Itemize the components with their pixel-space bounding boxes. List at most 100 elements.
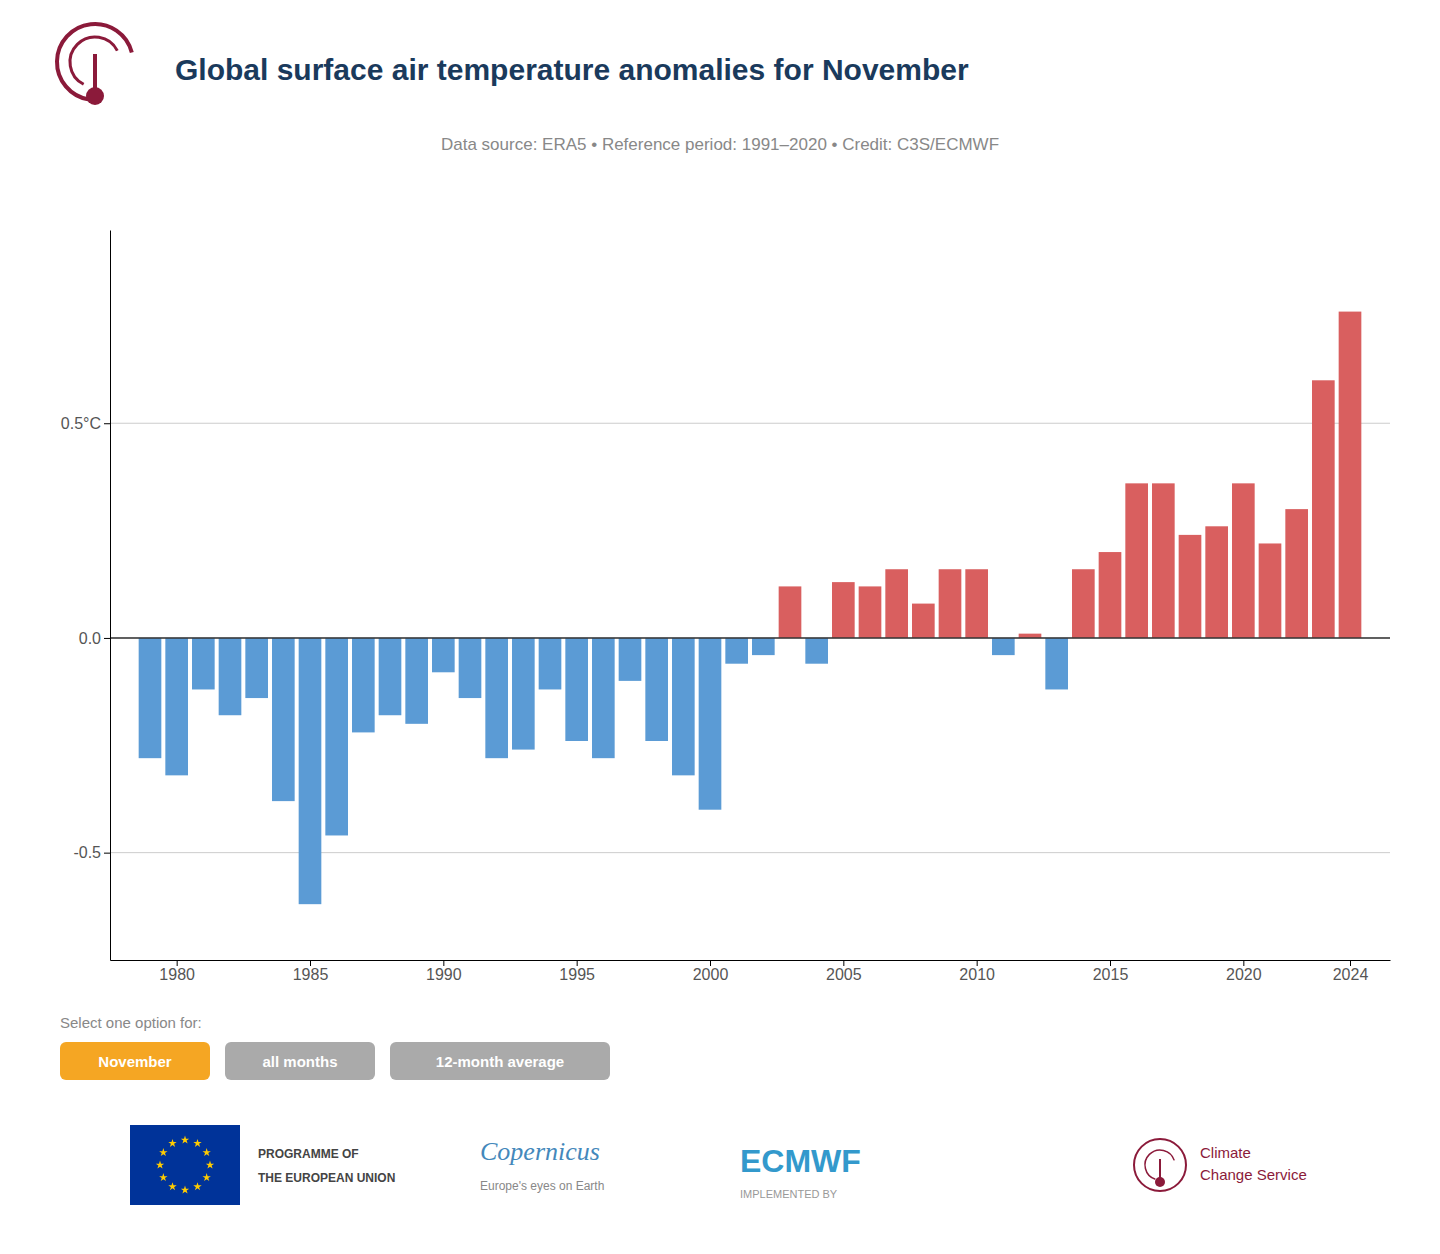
x-tick: 1990	[426, 960, 462, 983]
y-tick-label: 0.5°C	[61, 415, 101, 432]
x-tick-label: 1995	[559, 966, 595, 983]
x-tick-label: 2015	[1093, 966, 1129, 983]
bar	[1152, 483, 1175, 638]
x-tick: 2010	[959, 960, 995, 983]
ccs-bulb	[1155, 1177, 1165, 1187]
y-tick-mark	[104, 423, 110, 424]
eu-flag	[130, 1125, 240, 1205]
bar	[1232, 483, 1255, 638]
bar	[1285, 509, 1308, 638]
x-tick-label: 2000	[693, 966, 729, 983]
bar	[139, 638, 162, 758]
x-tick-mark	[443, 960, 444, 966]
bar	[752, 638, 775, 655]
x-tick: 1980	[159, 960, 195, 983]
eu-star	[181, 1136, 189, 1144]
logo-text: THE EUROPEAN UNION	[258, 1171, 395, 1185]
bar	[1259, 543, 1282, 637]
x-axis: 1980 1985 1990 1995 2000 2005 2010 2015 2020 2024	[111, 960, 1391, 983]
bar	[779, 586, 802, 638]
bar	[352, 638, 375, 732]
x-tick-label: 2024	[1333, 966, 1369, 983]
bar	[219, 638, 242, 715]
logo-text: Climate	[1200, 1144, 1251, 1161]
x-tick-mark	[1243, 960, 1244, 966]
bar	[805, 638, 828, 664]
x-tick-mark	[977, 960, 978, 966]
grid-line	[110, 423, 1390, 424]
eu-star	[202, 1173, 210, 1181]
bar	[165, 638, 188, 775]
x-tick: 2005	[826, 960, 862, 983]
bar	[325, 638, 348, 836]
bar	[1125, 483, 1148, 638]
eu-star	[181, 1186, 189, 1194]
logos: PROGRAMME OFTHE EUROPEAN UNIONCopernicus…	[130, 1125, 1307, 1205]
bar	[245, 638, 268, 698]
bar	[645, 638, 668, 741]
x-tick-mark	[310, 960, 311, 966]
bar	[992, 638, 1015, 655]
x-tick: 1985	[293, 960, 329, 983]
y-tick-mark	[104, 638, 110, 639]
logo-icon	[57, 24, 132, 105]
button-box	[60, 1042, 210, 1080]
button: 12-month average	[390, 1042, 610, 1080]
x-tick-mark	[577, 960, 578, 966]
bar	[672, 638, 695, 775]
eu-star	[159, 1148, 167, 1156]
x-axis-line	[111, 960, 1391, 961]
bar	[272, 638, 295, 801]
bar	[725, 638, 748, 664]
bars	[139, 312, 1362, 905]
annotations: Select one option for: November all months…	[60, 1014, 610, 1080]
x-tick: 2024	[1333, 960, 1369, 983]
button-box	[390, 1042, 610, 1080]
bar	[912, 604, 935, 638]
bar	[539, 638, 562, 690]
bar	[405, 638, 428, 724]
bar	[192, 638, 215, 690]
logo-text: ECMWF	[740, 1143, 861, 1179]
logo-text: IMPLEMENTED BY	[740, 1188, 838, 1200]
x-tick-label: 1985	[293, 966, 329, 983]
select-label: Select one option for:	[60, 1014, 202, 1031]
chart: Global surface air temperature anomalies…	[0, 0, 1440, 1254]
button: all months	[225, 1042, 375, 1080]
bar	[379, 638, 402, 715]
eu-star	[159, 1173, 167, 1181]
logo-stem	[93, 54, 97, 92]
bar	[1179, 535, 1202, 638]
y-tick: 0.5°C	[61, 415, 110, 432]
title: Global surface air temperature anomalies…	[175, 53, 969, 86]
bar	[1312, 380, 1335, 638]
ccs-ring	[1134, 1139, 1186, 1191]
x-tick-mark	[1110, 960, 1111, 966]
button-label: 12-month average	[436, 1053, 564, 1070]
bar	[1072, 569, 1095, 638]
x-tick-label: 2005	[826, 966, 862, 983]
x-tick-mark	[710, 960, 711, 966]
y-tick-mark	[104, 853, 110, 854]
bar	[1205, 526, 1228, 638]
x-tick-mark	[1350, 960, 1351, 966]
x-tick-label: 1980	[159, 966, 195, 983]
logo-text: Copernicus	[480, 1137, 600, 1166]
bar	[619, 638, 642, 681]
y-tick-label: 0.0	[79, 630, 101, 647]
x-tick-label: 2020	[1226, 966, 1262, 983]
button-label: all months	[262, 1053, 337, 1070]
eu-star	[193, 1182, 201, 1190]
bar	[299, 638, 322, 904]
x-tick-label: 2010	[959, 966, 995, 983]
eu-star	[168, 1139, 176, 1147]
y-tick: 0.0	[79, 630, 110, 647]
x-tick: 2015	[1093, 960, 1129, 983]
logo-text: Europe's eyes on Earth	[480, 1179, 604, 1193]
x-tick: 1995	[559, 960, 595, 983]
logo-bulb	[86, 87, 104, 105]
eu-star	[193, 1139, 201, 1147]
ccs-icon	[1134, 1139, 1186, 1191]
x-tick-mark	[177, 960, 178, 966]
button-label: November	[98, 1053, 172, 1070]
